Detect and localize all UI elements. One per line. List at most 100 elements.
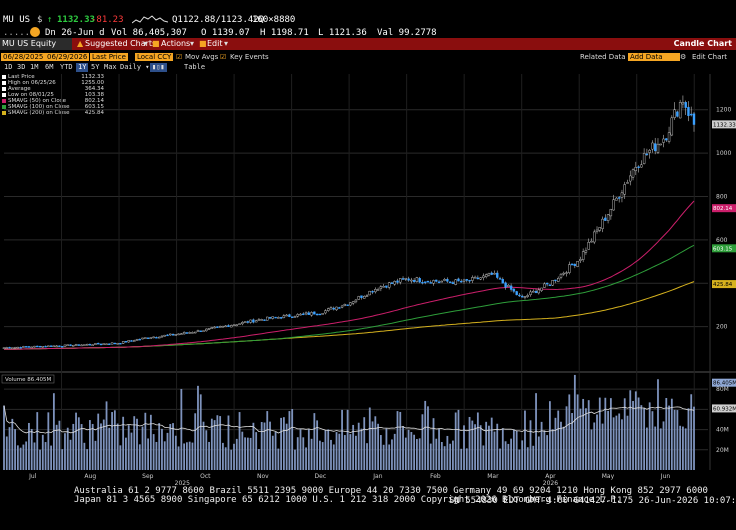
- volume-bar: [551, 429, 554, 470]
- candle-body: [72, 345, 75, 347]
- range-1d[interactable]: 1D: [4, 63, 13, 71]
- candle-body: [617, 197, 621, 199]
- candle-body: [205, 328, 208, 332]
- volume-bar: [316, 420, 319, 470]
- currency-select[interactable]: Local CCY: [135, 53, 174, 61]
- candle-body: [230, 325, 233, 328]
- volume-bar: [366, 443, 368, 470]
- table-button[interactable]: Table: [184, 63, 206, 71]
- volume-bar: [47, 412, 50, 470]
- volume-bar: [210, 418, 213, 470]
- price-chart[interactable]: 1200100080060040020080M60M40M20MJulAugSe…: [0, 74, 736, 486]
- volume-bar: [648, 402, 651, 470]
- volume-bar: [676, 410, 679, 470]
- volume-bar: [294, 449, 296, 470]
- candle-body: [509, 285, 513, 290]
- volume-bar: [454, 412, 457, 470]
- quote-symbol[interactable]: MU US: [3, 15, 31, 25]
- candle-body: [476, 277, 480, 280]
- volume-bar: [657, 379, 659, 470]
- volume-bar: [504, 441, 507, 470]
- candle-body: [659, 143, 662, 146]
- candle-body: [249, 319, 252, 323]
- volume-bar: [363, 417, 366, 470]
- security-field[interactable]: MU US Equity: [0, 38, 72, 50]
- candle-body: [451, 282, 455, 284]
- candle-body: [47, 345, 50, 348]
- candle-body: [642, 153, 646, 164]
- candle-body: [238, 323, 241, 325]
- price-tag-bg: [712, 244, 736, 253]
- candle-body: [424, 281, 427, 283]
- candle-body: [471, 277, 474, 281]
- volume-bar: [8, 427, 11, 470]
- suggested-charts-menu[interactable]: Suggested Charts: [85, 39, 157, 48]
- volume-bar: [482, 445, 485, 470]
- volume-bar: [440, 441, 443, 470]
- volume-bar: [687, 408, 690, 470]
- range-max[interactable]: Max: [104, 63, 117, 71]
- volume-bar: [499, 448, 501, 470]
- volume-bar: [429, 443, 432, 470]
- candle-body: [127, 340, 130, 343]
- price-field-select[interactable]: Last Price: [90, 53, 128, 61]
- volume-bar: [410, 432, 413, 470]
- candle-body: [374, 289, 377, 293]
- volume-bar: [374, 416, 377, 470]
- candle-body: [163, 334, 166, 337]
- volume-bar: [44, 442, 47, 470]
- candle-body: [490, 272, 493, 275]
- price-tick-label: 1000: [716, 150, 731, 157]
- end-date-field[interactable]: 06/29/2026: [45, 53, 90, 61]
- more-dots: .....: [3, 28, 31, 38]
- legend-swatch: [2, 81, 6, 85]
- volume-tick-label: 80M: [716, 386, 729, 393]
- range-1m[interactable]: 1M: [30, 63, 39, 71]
- range-3d[interactable]: 3D: [17, 63, 26, 71]
- volume-bar: [537, 436, 540, 470]
- candle-body: [216, 326, 219, 328]
- settings-icon[interactable]: ⚙: [680, 53, 687, 61]
- candle-body: [540, 287, 543, 291]
- volume-bar: [246, 437, 249, 470]
- volume-bar: [235, 438, 238, 470]
- chart-mode-icon[interactable]: ▮▯▮: [150, 63, 167, 72]
- volume-bar: [446, 435, 449, 470]
- candle-body: [518, 294, 521, 297]
- price-tag-bg: [712, 280, 736, 289]
- range-5y[interactable]: 5Y: [91, 63, 100, 71]
- edit-menu[interactable]: Edit: [207, 39, 223, 48]
- volume-bar: [573, 374, 576, 470]
- add-data-field[interactable]: Add Data: [628, 53, 680, 61]
- candle-body: [257, 319, 261, 321]
- volume-bar: [166, 432, 169, 470]
- edit-chart-button[interactable]: Edit Chart: [692, 53, 728, 61]
- candle-body: [313, 311, 316, 315]
- range-ytd[interactable]: YTD: [60, 63, 73, 71]
- volume-bar: [526, 447, 529, 470]
- frequency-select[interactable]: Daily ▾: [120, 63, 150, 71]
- volume-bar: [485, 421, 488, 470]
- candle-body: [2, 347, 6, 349]
- legend-item: Low on 08/01/25 103.38: [2, 92, 104, 98]
- key-events-checkbox-icon[interactable]: ☑: [220, 53, 227, 61]
- month-label: Oct: [200, 473, 211, 480]
- volume-bar: [609, 398, 612, 470]
- candle-body: [612, 199, 615, 211]
- related-data-button[interactable]: Related Data: [580, 53, 626, 61]
- range-1y[interactable]: 1Y: [76, 63, 89, 72]
- candle-body: [202, 330, 205, 332]
- volume-bar: [147, 438, 149, 470]
- quote-date: Dn 26-Jun d: [45, 28, 105, 38]
- actions-menu[interactable]: Actions: [161, 39, 191, 48]
- range-6m[interactable]: 6M: [45, 63, 54, 71]
- legend-item: Average 364.34: [2, 86, 104, 92]
- candle-body: [102, 343, 105, 345]
- volume-bar: [321, 442, 324, 470]
- mov-avgs-checkbox-icon[interactable]: ☑: [176, 53, 183, 61]
- volume-bar: [269, 421, 271, 470]
- start-date-field[interactable]: 06/28/2025: [1, 53, 46, 61]
- candle-body: [412, 279, 416, 282]
- candle-body: [426, 280, 430, 283]
- candle-body: [177, 333, 180, 336]
